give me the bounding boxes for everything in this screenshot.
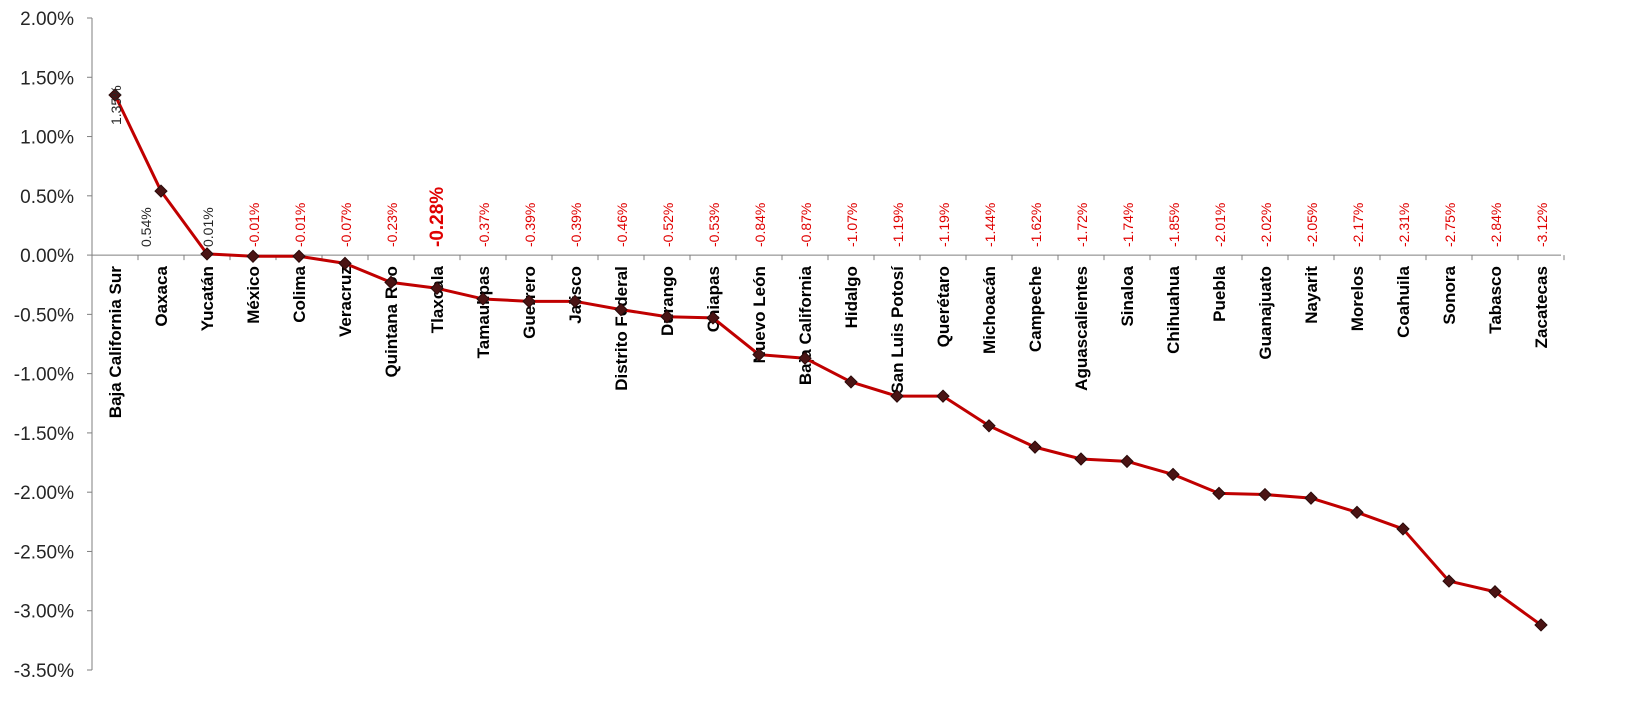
- data-label: 1.35%: [108, 85, 124, 125]
- data-label: 0.54%: [138, 207, 154, 247]
- category-label: Tabasco: [1486, 266, 1505, 334]
- data-label: -0.07%: [338, 203, 354, 247]
- data-point-marker: [845, 376, 857, 388]
- category-label: Nayarit: [1302, 266, 1321, 324]
- y-tick-label: 1.00%: [20, 128, 74, 149]
- y-tick-label: -3.50%: [14, 661, 74, 682]
- category-label: Morelos: [1348, 266, 1367, 331]
- category-label: Chihuahua: [1164, 266, 1183, 354]
- data-point-marker: [293, 250, 305, 262]
- data-label: -2.05%: [1304, 203, 1320, 247]
- category-labels: Baja California Sur Oaxaca Yucatán México Co…: [106, 265, 1551, 418]
- category-label: Campeche: [1026, 266, 1045, 352]
- y-tick-label: -1.00%: [14, 365, 74, 386]
- y-tick-label: -1.50%: [14, 424, 74, 445]
- series-line: [115, 95, 1541, 625]
- data-label: -1.19%: [936, 203, 952, 247]
- data-label: -2.17%: [1350, 203, 1366, 247]
- category-label: Aguascalientes: [1072, 266, 1091, 391]
- data-point-marker: [1259, 489, 1271, 501]
- y-tick-label: 1.50%: [20, 68, 74, 89]
- data-label: 0.01%: [200, 207, 216, 247]
- category-label: Jalisco: [566, 266, 585, 324]
- data-point-marker: [1167, 468, 1179, 480]
- data-label: -0.01%: [246, 203, 262, 247]
- category-label: Coahuila: [1394, 266, 1413, 338]
- data-label: -3.12%: [1534, 203, 1550, 247]
- data-label: -0.52%: [660, 203, 676, 247]
- series-markers: [109, 89, 1547, 631]
- category-label: Sinaloa: [1118, 266, 1137, 327]
- data-label: -1.44%: [982, 203, 998, 247]
- data-label: -0.87%: [798, 203, 814, 247]
- data-point-marker: [1075, 453, 1087, 465]
- y-tick-label: 2.00%: [20, 9, 74, 30]
- data-label: -2.75%: [1442, 203, 1458, 247]
- data-point-marker: [1351, 506, 1363, 518]
- category-label: Baja California Sur: [106, 266, 125, 418]
- data-label: -1.19%: [890, 203, 906, 247]
- data-point-marker: [1305, 492, 1317, 504]
- data-point-marker: [1029, 441, 1041, 453]
- data-point-marker: [1213, 487, 1225, 499]
- data-label: -2.02%: [1258, 203, 1274, 247]
- category-label: Tlaxcala: [428, 266, 447, 334]
- category-label: Distrito Federal: [612, 266, 631, 391]
- category-label: México: [244, 266, 263, 324]
- data-label: -0.01%: [292, 203, 308, 247]
- data-label: -2.31%: [1396, 203, 1412, 247]
- y-tick-label: 0.00%: [20, 246, 74, 267]
- category-label: Zacatecas: [1532, 266, 1551, 348]
- category-label: Guanajuato: [1256, 266, 1275, 360]
- y-tick-label: 0.50%: [20, 187, 74, 208]
- data-label: -2.01%: [1212, 203, 1228, 247]
- data-label: -1.72%: [1074, 203, 1090, 247]
- category-label: Baja California: [796, 266, 815, 386]
- y-tick-label: -2.50%: [14, 542, 74, 563]
- category-label: Yucatán: [198, 266, 217, 331]
- data-labels: 1.35% 0.54% 0.01% -0.01% -0.01% -0.07% -0.23% -…: [108, 85, 1550, 247]
- data-label: -0.84%: [752, 203, 768, 247]
- category-label: Sonora: [1440, 266, 1459, 325]
- category-label: San Luis Potosí: [888, 265, 907, 394]
- data-label: -1.74%: [1120, 203, 1136, 247]
- y-tick-label: -3.00%: [14, 602, 74, 623]
- data-label: -0.23%: [384, 203, 400, 247]
- data-label: -1.62%: [1028, 203, 1044, 247]
- category-label: Hidalgo: [842, 266, 861, 328]
- data-label: -0.39%: [568, 203, 584, 247]
- data-label: -1.07%: [844, 203, 860, 247]
- data-point-marker: [247, 250, 259, 262]
- data-label: -0.37%: [476, 203, 492, 247]
- y-tick-label: -0.50%: [14, 305, 74, 326]
- y-axis-tick-labels: 2.00% 1.50% 1.00% 0.50% 0.00% -0.50% -1.00% -1.…: [14, 9, 92, 682]
- data-label: -2.84%: [1488, 203, 1504, 247]
- category-label: Querétaro: [934, 266, 953, 347]
- data-label: -0.53%: [706, 203, 722, 247]
- category-label: Colima: [290, 266, 309, 323]
- category-label: Oaxaca: [152, 266, 171, 327]
- category-label: Michoacán: [980, 266, 999, 354]
- category-label: Tamaulipas: [474, 266, 493, 358]
- data-label: -0.46%: [614, 203, 630, 247]
- category-label: Veracruz: [336, 266, 355, 337]
- y-tick-label: -2.00%: [14, 483, 74, 504]
- category-label: Puebla: [1210, 266, 1229, 322]
- data-label: -0.28%: [427, 187, 448, 247]
- data-label: -0.39%: [522, 203, 538, 247]
- category-label: Durango: [658, 266, 677, 336]
- data-point-marker: [1121, 455, 1133, 467]
- data-label: -1.85%: [1166, 203, 1182, 247]
